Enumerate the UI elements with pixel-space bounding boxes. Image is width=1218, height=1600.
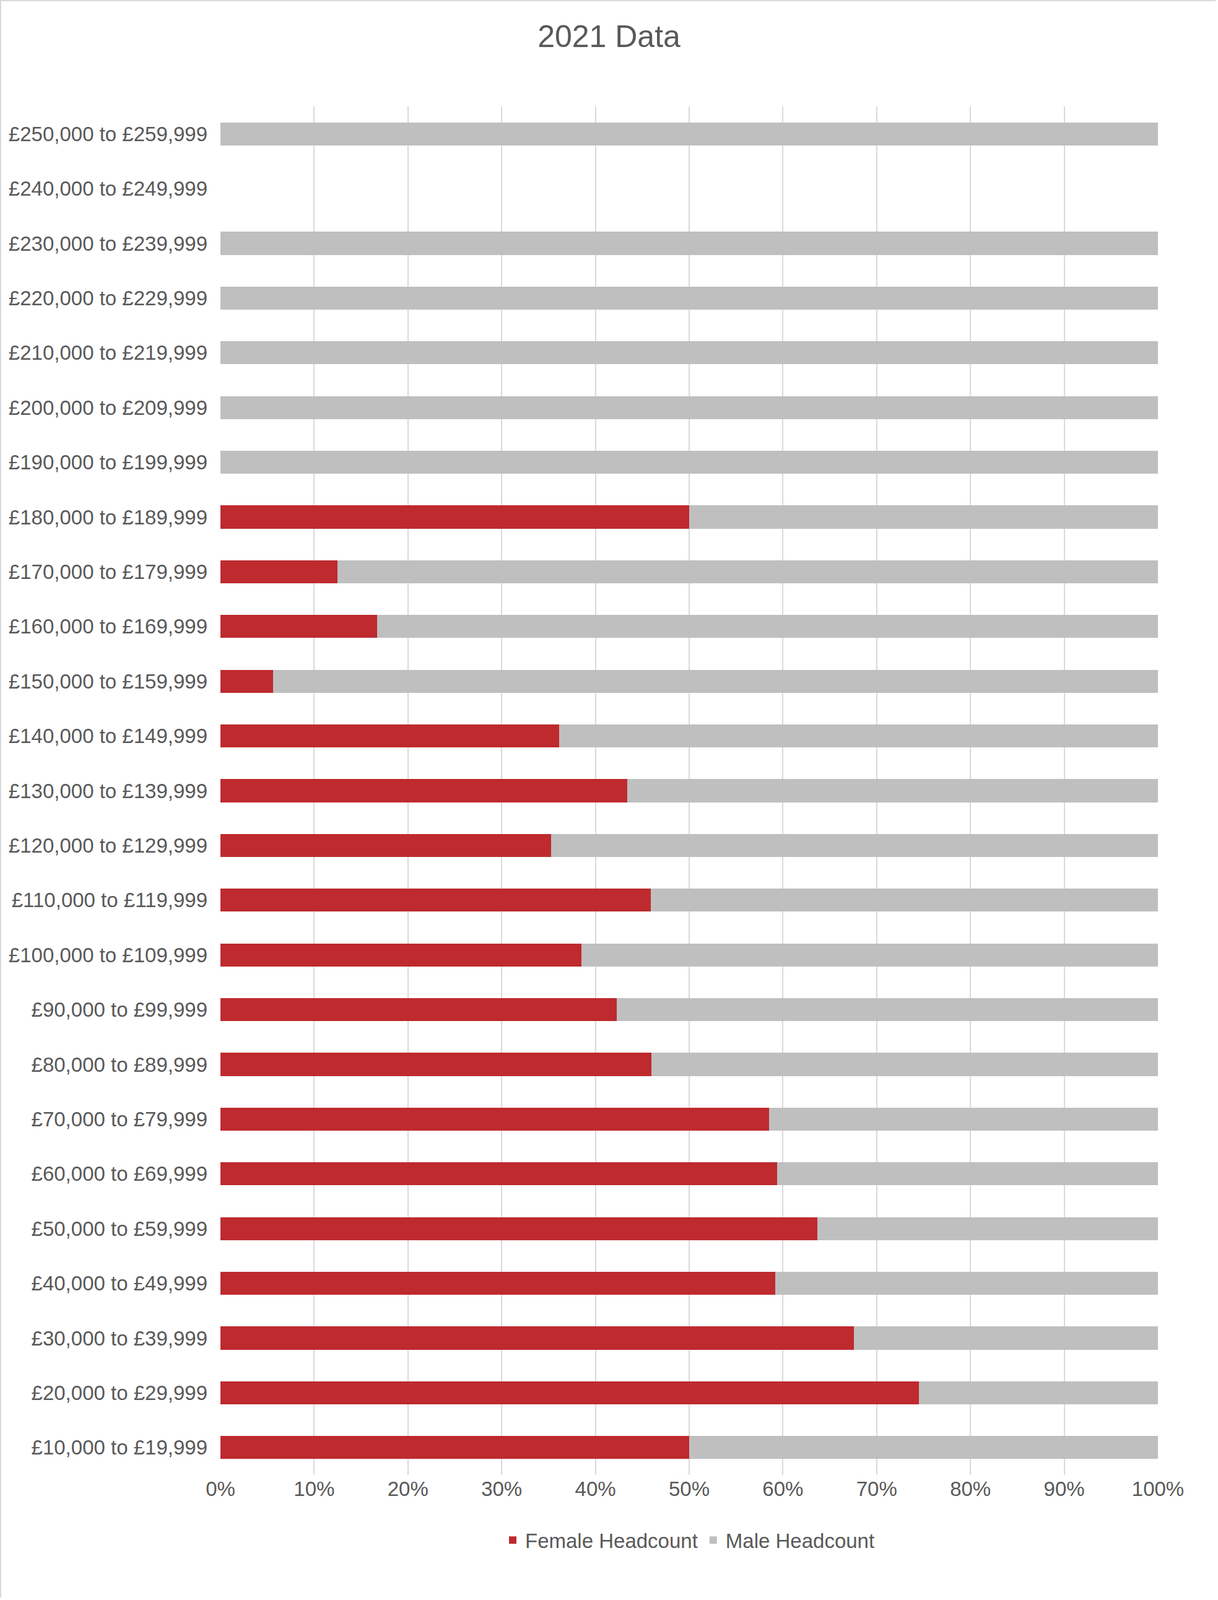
svg-text:£70,000 to £79,999: £70,000 to £79,999: [31, 1107, 208, 1131]
svg-text:30%: 30%: [481, 1477, 522, 1501]
svg-text:£110,000 to £119,999: £110,000 to £119,999: [11, 888, 208, 912]
svg-text:£210,000 to £219,999: £210,000 to £219,999: [8, 341, 208, 365]
svg-text:100%: 100%: [1131, 1477, 1184, 1501]
svg-text:£180,000 to £189,999: £180,000 to £189,999: [8, 505, 208, 529]
svg-text:£10,000 to £19,999: £10,000 to £19,999: [31, 1435, 208, 1459]
svg-text:£200,000 to £209,999: £200,000 to £209,999: [8, 396, 208, 420]
svg-text:90%: 90%: [1044, 1477, 1085, 1501]
svg-text:£150,000 to £159,999: £150,000 to £159,999: [8, 669, 208, 693]
svg-text:£130,000 to £139,999: £130,000 to £139,999: [8, 779, 208, 803]
svg-text:40%: 40%: [575, 1477, 617, 1501]
svg-text:£120,000 to £129,999: £120,000 to £129,999: [8, 834, 208, 857]
svg-text:£20,000 to £29,999: £20,000 to £29,999: [31, 1381, 208, 1405]
svg-text:10%: 10%: [293, 1477, 335, 1501]
svg-text:£230,000 to £239,999: £230,000 to £239,999: [8, 232, 208, 256]
svg-text:£30,000 to £39,999: £30,000 to £39,999: [31, 1326, 208, 1350]
svg-text:0%: 0%: [205, 1477, 236, 1501]
svg-text:£50,000 to £59,999: £50,000 to £59,999: [31, 1217, 208, 1241]
svg-text:70%: 70%: [856, 1477, 898, 1501]
svg-text:£140,000 to £149,999: £140,000 to £149,999: [8, 724, 208, 748]
svg-text:50%: 50%: [668, 1477, 710, 1501]
svg-text:80%: 80%: [949, 1477, 991, 1501]
svg-text:£80,000 to £89,999: £80,000 to £89,999: [31, 1053, 208, 1077]
svg-text:£170,000 to £179,999: £170,000 to £179,999: [8, 560, 208, 584]
svg-text:£40,000 to £49,999: £40,000 to £49,999: [31, 1271, 208, 1295]
svg-text:Male Headcount: Male Headcount: [725, 1529, 875, 1553]
svg-text:£250,000 to £259,999: £250,000 to £259,999: [8, 122, 208, 146]
svg-text:£240,000 to £249,999: £240,000 to £249,999: [8, 177, 208, 201]
svg-text:£190,000 to £199,999: £190,000 to £199,999: [8, 450, 208, 474]
svg-text:£220,000 to £229,999: £220,000 to £229,999: [8, 286, 208, 310]
svg-text:£90,000 to £99,999: £90,000 to £99,999: [31, 998, 208, 1022]
svg-text:£60,000 to £69,999: £60,000 to £69,999: [31, 1162, 208, 1186]
svg-text:2021 Data: 2021 Data: [537, 19, 681, 54]
svg-text:£100,000 to £109,999: £100,000 to £109,999: [8, 943, 208, 967]
svg-text:20%: 20%: [387, 1477, 429, 1501]
svg-text:60%: 60%: [762, 1477, 804, 1501]
svg-text:Female Headcount: Female Headcount: [525, 1529, 698, 1553]
svg-text:£160,000 to £169,999: £160,000 to £169,999: [8, 614, 208, 638]
